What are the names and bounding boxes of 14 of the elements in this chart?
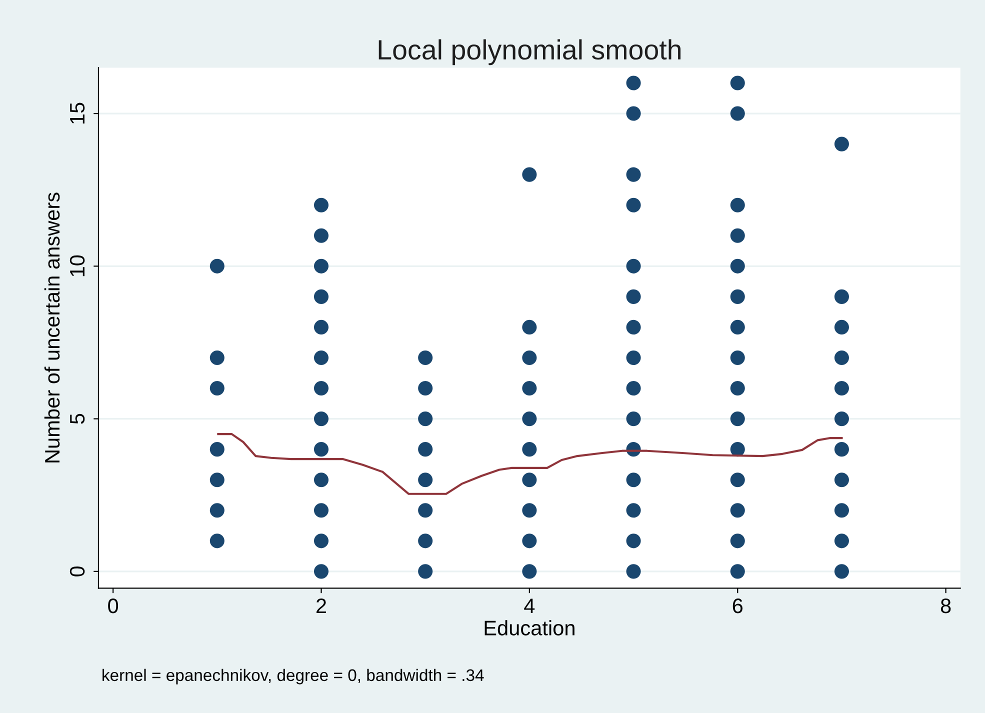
y-axis-title: Number of uncertain answers [44, 192, 60, 462]
x-axis-title: Education [484, 620, 574, 636]
chart-title: Local polynomial smooth [378, 39, 681, 66]
line-series [217, 433, 843, 495]
x-tick-label: 8 [940, 598, 951, 614]
x-tick-label: 0 [108, 598, 118, 614]
y-tick-label: 10 [70, 255, 85, 276]
text: kernel = epanechnikov, degree = 0, bandwidth = .34 [102, 668, 484, 684]
y-tick-label: 0 [70, 566, 85, 576]
x-tick-label: 6 [732, 598, 742, 614]
y-tick-label: 5 [70, 414, 85, 424]
x-tick-label: 2 [316, 598, 326, 614]
x-tick-label: 4 [524, 598, 535, 614]
y-tick-label: 15 [70, 102, 85, 124]
